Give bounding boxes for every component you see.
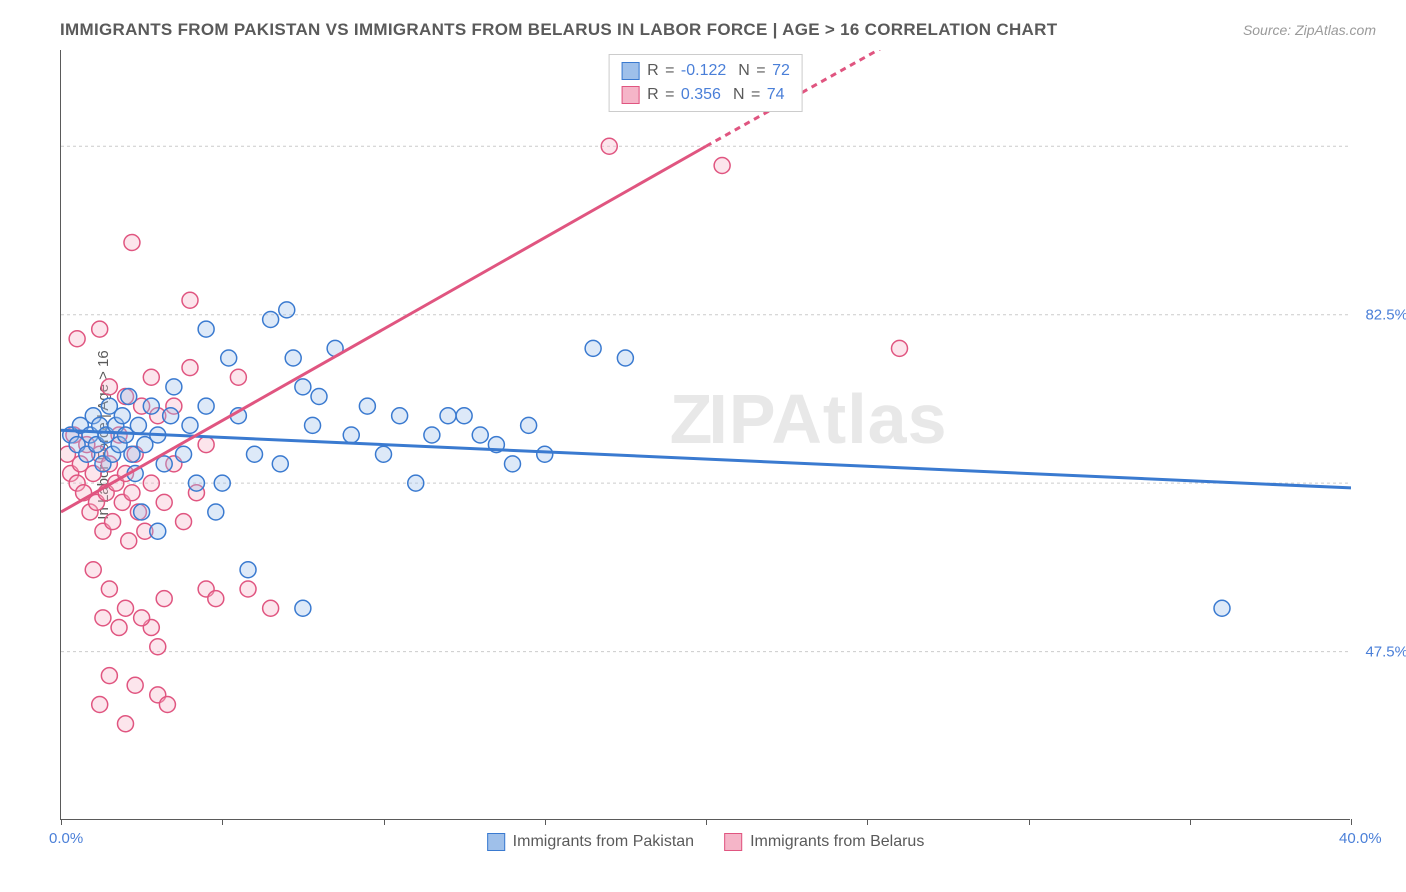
correlation-legend: R = -0.122N = 72 R = 0.356N = 74 <box>608 54 803 112</box>
legend-item-belarus: Immigrants from Belarus <box>724 833 924 851</box>
series-legend: Immigrants from Pakistan Immigrants from… <box>487 833 925 851</box>
x-tick-label: 40.0% <box>1339 830 1382 847</box>
y-tick-label: 47.5% <box>1365 643 1406 660</box>
scatter-svg <box>61 50 1351 820</box>
chart-title: IMMIGRANTS FROM PAKISTAN VS IMMIGRANTS F… <box>60 20 1057 40</box>
swatch-belarus <box>621 86 639 104</box>
plot-area: In Labor Force | Age > 16 ZIPAtlas R = -… <box>60 50 1350 820</box>
swatch-pakistan <box>621 62 639 80</box>
legend-row-pakistan: R = -0.122N = 72 <box>621 59 790 83</box>
y-tick-label: 82.5% <box>1365 306 1406 323</box>
legend-label-belarus: Immigrants from Belarus <box>750 833 924 851</box>
legend-label-pakistan: Immigrants from Pakistan <box>513 833 694 851</box>
swatch-belarus <box>724 833 742 851</box>
legend-item-pakistan: Immigrants from Pakistan <box>487 833 694 851</box>
x-tick-label: 0.0% <box>49 830 83 847</box>
legend-row-belarus: R = 0.356N = 74 <box>621 83 790 107</box>
swatch-pakistan <box>487 833 505 851</box>
source-label: Source: ZipAtlas.com <box>1243 22 1376 38</box>
